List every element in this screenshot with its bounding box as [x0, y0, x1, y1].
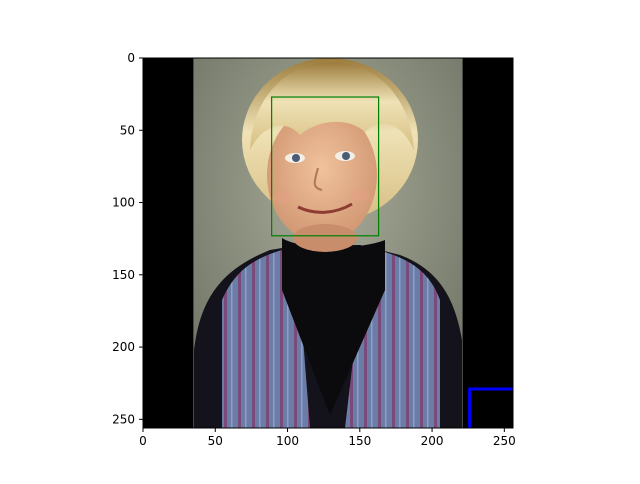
y-tick-label: 200: [112, 340, 135, 354]
hair-fringe: [250, 62, 414, 150]
corner-marker: [468, 387, 513, 428]
x-tick-label: 150: [348, 434, 371, 448]
y-tick-label: 0: [127, 51, 135, 65]
image-layer: [143, 58, 513, 428]
y-tick-label: 250: [112, 412, 135, 426]
annotations: [271, 96, 513, 428]
x-tick-label: 100: [276, 434, 299, 448]
x-tick-label: 200: [421, 434, 444, 448]
y-tick-label: 150: [112, 268, 135, 282]
y-axis: 0 50 100 150 200 250: [112, 51, 143, 426]
turtleneck: [282, 238, 385, 415]
portrait-photo: [193, 58, 463, 428]
face-box: [271, 96, 380, 237]
x-tick-label: 50: [208, 434, 223, 448]
axes-frame: [142, 57, 514, 429]
black-padding-right: [462, 58, 513, 428]
mouth: [297, 202, 353, 214]
x-tick-label: 0: [139, 434, 147, 448]
x-axis: 0 50 100 150 200 250: [139, 428, 516, 448]
nose: [313, 167, 323, 191]
face: [267, 107, 377, 243]
black-padding-left: [143, 58, 194, 428]
neck: [293, 224, 357, 252]
x-tick-label: 250: [493, 434, 516, 448]
y-tick-label: 100: [112, 196, 135, 210]
y-tick-label: 50: [120, 123, 135, 137]
